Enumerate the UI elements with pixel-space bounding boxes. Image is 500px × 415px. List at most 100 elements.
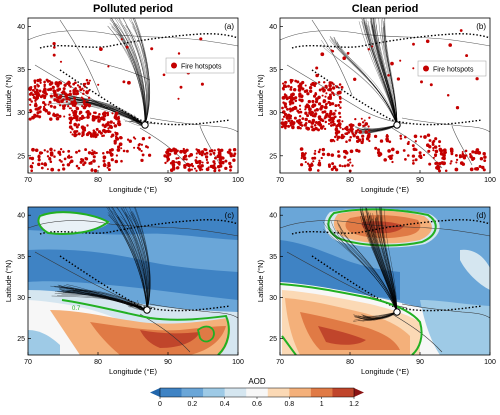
fire-hotspot	[305, 89, 309, 93]
fire-hotspot	[83, 103, 88, 108]
fire-hotspot	[331, 116, 336, 121]
fire-hotspot	[49, 160, 53, 163]
panel-c-aod-southwest-blue	[28, 330, 60, 355]
fire-hotspot	[431, 143, 435, 146]
colorbar-title: AOD	[248, 377, 266, 386]
panel-a-frame	[27, 17, 239, 174]
fire-hotspot	[332, 83, 335, 86]
fire-hotspot	[474, 150, 478, 155]
fire-hotspot	[218, 161, 223, 165]
fire-hotspot	[72, 88, 77, 93]
fire-hotspot	[77, 166, 81, 170]
fire-hotspot	[298, 115, 302, 118]
fire-hotspot	[68, 107, 71, 110]
panel-d-frame	[279, 206, 491, 356]
fire-hotspot	[306, 114, 310, 118]
fire-hotspot	[48, 80, 51, 83]
fire-hotspot	[357, 122, 362, 127]
fire-hotspot	[438, 162, 442, 166]
fire-hotspot	[61, 90, 66, 94]
panel-d-xtick-label: 80	[346, 359, 354, 366]
fire-hotspot	[43, 83, 46, 87]
fire-hotspot	[383, 158, 387, 162]
fire-hotspot	[334, 131, 339, 135]
fire-hotspot	[37, 93, 41, 96]
fire-hotspot	[302, 156, 307, 161]
fire-hotspot	[352, 134, 356, 138]
fire-hotspot	[67, 156, 71, 159]
panel-c-aod-dark-red	[140, 330, 200, 348]
fire-hotspot	[37, 154, 41, 159]
colorbar-segment	[332, 388, 355, 397]
fire-hotspot	[412, 147, 417, 152]
fire-hotspot	[177, 157, 180, 160]
panel-a-xtick-label: 70	[24, 177, 32, 184]
fire-hotspot	[31, 93, 35, 97]
fire-hotspot	[110, 158, 114, 162]
fire-hotspot	[107, 130, 110, 134]
fire-hotspot	[390, 61, 394, 66]
fire-hotspot	[469, 154, 473, 159]
fire-hotspot	[291, 106, 296, 111]
fire-hotspot	[282, 115, 286, 118]
fire-hotspot	[365, 131, 368, 134]
fire-hotspot	[324, 120, 328, 124]
fire-hotspot	[175, 161, 178, 164]
fire-hotspot	[83, 161, 87, 165]
fire-hotspot	[314, 126, 318, 131]
fire-hotspot	[54, 81, 59, 85]
fire-hotspot	[102, 152, 105, 155]
fire-hotspot	[345, 125, 349, 129]
fire-hotspot	[43, 87, 47, 92]
fire-hotspot	[308, 167, 312, 171]
fire-hotspot	[118, 142, 123, 147]
trajectory-line	[368, 211, 398, 313]
trajectory-line	[115, 22, 146, 126]
fire-hotspot	[360, 117, 363, 120]
fire-hotspot	[148, 136, 151, 139]
fire-hotspot	[40, 162, 44, 166]
trajectory-line	[125, 213, 149, 311]
fire-hotspot	[337, 103, 341, 107]
fire-hotspot	[285, 117, 289, 120]
fire-hotspot	[175, 157, 178, 160]
fire-hotspot	[73, 101, 78, 105]
fire-hotspot	[283, 112, 288, 117]
panel-c-contour-label: 0.7	[72, 306, 81, 312]
fire-hotspot	[343, 135, 346, 138]
panel-b-borders	[280, 19, 490, 169]
fire-hotspot	[344, 132, 347, 136]
fire-hotspot	[289, 86, 293, 89]
fire-hotspot	[281, 87, 285, 90]
fire-hotspot	[42, 94, 45, 97]
fire-hotspot	[366, 134, 371, 139]
trajectory-line	[111, 18, 146, 126]
panel-a-ytick-label: 30	[17, 110, 25, 117]
panel-d-contour-southwest	[281, 335, 297, 355]
fire-hotspot	[286, 107, 289, 111]
fire-hotspot	[419, 135, 423, 138]
panel-d-ytick-label: 30	[269, 295, 277, 302]
panel-c-ytick-label: 40	[17, 213, 25, 220]
fire-hotspot	[287, 119, 291, 123]
fire-hotspot	[465, 54, 469, 58]
fire-hotspot	[220, 156, 224, 160]
fire-hotspot	[323, 105, 328, 110]
fire-hotspot	[412, 162, 415, 165]
fire-hotspot	[331, 86, 336, 90]
fire-hotspot	[474, 167, 478, 171]
fire-hotspot	[458, 155, 462, 159]
fire-hotspot	[89, 134, 93, 138]
fire-hotspot	[198, 162, 202, 166]
fire-hotspot	[182, 147, 185, 151]
fire-hotspot	[349, 125, 353, 129]
fire-hotspot	[102, 159, 106, 163]
fire-hotspot	[334, 127, 339, 132]
fire-hotspot	[305, 126, 309, 130]
colorbar-segment	[224, 388, 247, 397]
fire-hotspot	[128, 139, 132, 143]
fire-hotspot	[317, 115, 322, 119]
fire-hotspot	[308, 86, 313, 90]
fire-hotspot	[328, 83, 332, 88]
fire-hotspot	[311, 163, 314, 167]
